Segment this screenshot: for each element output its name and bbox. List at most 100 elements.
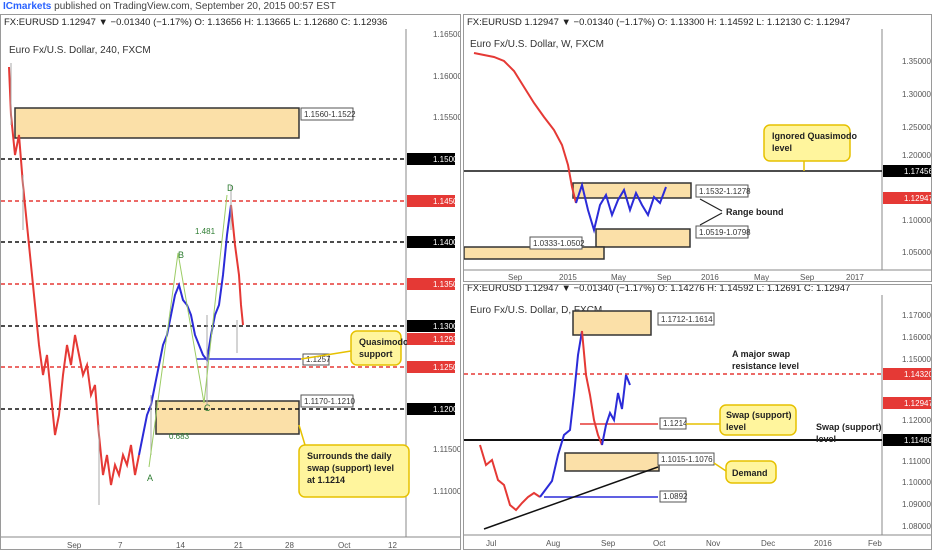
- h4-level-tag: 1.13000: [433, 322, 461, 331]
- h4-level-tag: 1.15000: [433, 155, 461, 164]
- h4-callout-zone-3: at 1.1214: [307, 475, 345, 485]
- daily-price-tick: 1.15000: [902, 355, 931, 364]
- daily-callout-major-swap-1: Swap (support): [816, 422, 882, 432]
- h4-time-tick: 21: [234, 541, 243, 550]
- h4-current-price-tag: 1.12936: [433, 335, 461, 344]
- daily-chart-canvas[interactable]: 1.1712-1.1614 1.1015-1.1076 1.1214 1.089…: [464, 285, 932, 550]
- h4-level-tag: 1.12000: [433, 405, 461, 414]
- weekly-time-tick: Sep: [508, 273, 523, 282]
- h4-time-tick: 7: [118, 541, 123, 550]
- h4-price-tick: 1.15500: [433, 113, 461, 122]
- h4-price-tick: 1.11000: [433, 487, 461, 496]
- daily-time-tick: Sep: [601, 539, 616, 548]
- h4-time-tick: 12: [388, 541, 397, 550]
- daily-price-tick: 1.17000: [902, 311, 931, 320]
- h4-qm-line-label: 1.1257: [306, 355, 331, 364]
- h4-chart-panel[interactable]: FX:EURUSD 1.12947 ▼ −0.01340 (−1.17%) O:…: [0, 14, 461, 550]
- h4-time-tick: 28: [285, 541, 294, 550]
- daily-zone-label: 1.1015-1.1076: [661, 455, 713, 464]
- daily-callout-swap-2: level: [726, 422, 746, 432]
- weekly-price-tick: 1.20000: [902, 151, 931, 160]
- daily-symbol-line: FX:EURUSD 1.12947 ▼ −0.01340 (−1.17%) O:…: [467, 284, 851, 294]
- h4-price-tick: 1.11500: [433, 445, 461, 454]
- daily-callout-major-swap-2: level: [816, 434, 836, 444]
- h4-callout-zone-2: swap (support) level: [307, 463, 394, 473]
- daily-price-tick: 1.11000: [902, 457, 931, 466]
- h4-time-tick: Sep: [67, 541, 82, 550]
- daily-time-tick: Oct: [653, 539, 666, 548]
- h4-price-tick: 1.16000: [433, 72, 461, 81]
- weekly-zone-label: 1.1532-1.1278: [699, 187, 751, 196]
- daily-line-label: 1.0892: [663, 492, 688, 501]
- h4-pattern-c: C: [204, 403, 211, 413]
- weekly-time-tick: 2016: [701, 273, 719, 282]
- h4-level-tag: 1.13500: [433, 280, 461, 289]
- weekly-price-tick: 1.25000: [902, 123, 931, 132]
- h4-fib-1: 1.481: [195, 227, 216, 236]
- h4-fib-2: 0.683: [169, 432, 190, 441]
- weekly-time-tick: 2015: [559, 273, 577, 282]
- weekly-zone-label: 1.0519-1.0798: [699, 228, 751, 237]
- daily-time-tick: Aug: [546, 539, 560, 548]
- weekly-callout-range: Range bound: [726, 207, 784, 217]
- daily-chart-panel[interactable]: FX:EURUSD 1.12947 ▼ −0.01340 (−1.17%) O:…: [463, 284, 932, 550]
- h4-supply-zone: [14, 107, 300, 139]
- daily-price-tick: 1.16000: [902, 333, 931, 342]
- h4-chart-canvas[interactable]: D B C A 1.481 0.683 1.1560-1.1522 1.1170…: [1, 15, 461, 550]
- h4-time-tick: Oct: [338, 541, 351, 550]
- weekly-level-tag: 1.17456: [904, 167, 932, 176]
- publish-header: ICmarkets published on TradingView.com, …: [0, 0, 932, 14]
- h4-callout-zone-1: Surrounds the daily: [307, 451, 392, 461]
- weekly-price-tick: 1.05000: [902, 248, 931, 257]
- h4-level-tag: 1.14500: [433, 197, 461, 206]
- h4-level-tag: 1.12500: [433, 363, 461, 372]
- daily-current-price-tag: 1.12947: [904, 399, 932, 408]
- h4-callout-qm-2: support: [359, 349, 393, 359]
- daily-time-tick: Feb: [868, 539, 882, 548]
- weekly-callout-qm-1: Ignored Quasimodo: [772, 131, 858, 141]
- daily-line-label: 1.1214: [663, 419, 688, 428]
- daily-price-tick: 1.12000: [902, 416, 931, 425]
- weekly-callout-qm-2: level: [772, 143, 792, 153]
- weekly-price-tick: 1.35000: [902, 57, 931, 66]
- brand-link[interactable]: ICmarkets: [3, 1, 52, 12]
- publish-info: published on TradingView.com, September …: [54, 1, 336, 12]
- daily-price-tick: 1.09000: [902, 500, 931, 509]
- h4-time-tick: 14: [176, 541, 185, 550]
- daily-price-tick: 1.08000: [902, 522, 931, 531]
- daily-callout-resistance-1: A major swap: [732, 349, 791, 359]
- weekly-chart-canvas[interactable]: 1.1532-1.1278 1.0519-1.0798 1.0333-1.050…: [464, 15, 932, 282]
- daily-callout-demand: Demand: [732, 468, 768, 478]
- h4-price-tick: 1.16500: [433, 30, 461, 39]
- h4-supply-zone-label: 1.1560-1.1522: [304, 110, 356, 119]
- daily-time-tick: Nov: [706, 539, 720, 548]
- daily-level-tag: 1.11480: [904, 436, 932, 445]
- weekly-current-price-tag: 1.12947: [904, 194, 932, 203]
- h4-callout-qm-1: Quasimodo: [359, 337, 409, 347]
- weekly-time-tick: May: [611, 273, 626, 282]
- weekly-time-tick: 2017: [846, 273, 864, 282]
- daily-callout-swap-1: Swap (support): [726, 410, 792, 420]
- daily-zone-label: 1.1712-1.1614: [661, 315, 713, 324]
- weekly-time-tick: May: [754, 273, 769, 282]
- weekly-price-tick: 1.30000: [902, 90, 931, 99]
- weekly-chart-panel[interactable]: FX:EURUSD 1.12947 ▼ −0.01340 (−1.17%) O:…: [463, 14, 932, 282]
- h4-demand-zone-label: 1.1170-1.1210: [304, 397, 356, 406]
- weekly-time-tick: Sep: [657, 273, 672, 282]
- daily-time-tick: 2016: [814, 539, 832, 548]
- daily-time-tick: Jul: [486, 539, 496, 548]
- h4-pattern-a: A: [147, 473, 153, 483]
- h4-pattern-b: B: [178, 250, 184, 260]
- daily-level-tag: 1.14320: [904, 370, 932, 379]
- weekly-symbol-line: FX:EURUSD 1.12947 ▼ −0.01340 (−1.17%) O:…: [467, 17, 851, 28]
- daily-time-tick: Dec: [761, 539, 775, 548]
- daily-callout-resistance-2: resistance level: [732, 361, 799, 371]
- h4-symbol-line: FX:EURUSD 1.12947 ▼ −0.01340 (−1.17%) O:…: [4, 17, 388, 28]
- weekly-zone-label: 1.0333-1.0502: [533, 239, 585, 248]
- daily-chart-title: Euro Fx/U.S. Dollar, D, FXCM: [470, 305, 603, 316]
- h4-pattern-d: D: [227, 183, 234, 193]
- weekly-chart-title: Euro Fx/U.S. Dollar, W, FXCM: [470, 39, 604, 50]
- h4-chart-title: Euro Fx/U.S. Dollar, 240, FXCM: [9, 45, 151, 56]
- h4-demand-zone: [155, 400, 300, 435]
- h4-level-tag: 1.14000: [433, 238, 461, 247]
